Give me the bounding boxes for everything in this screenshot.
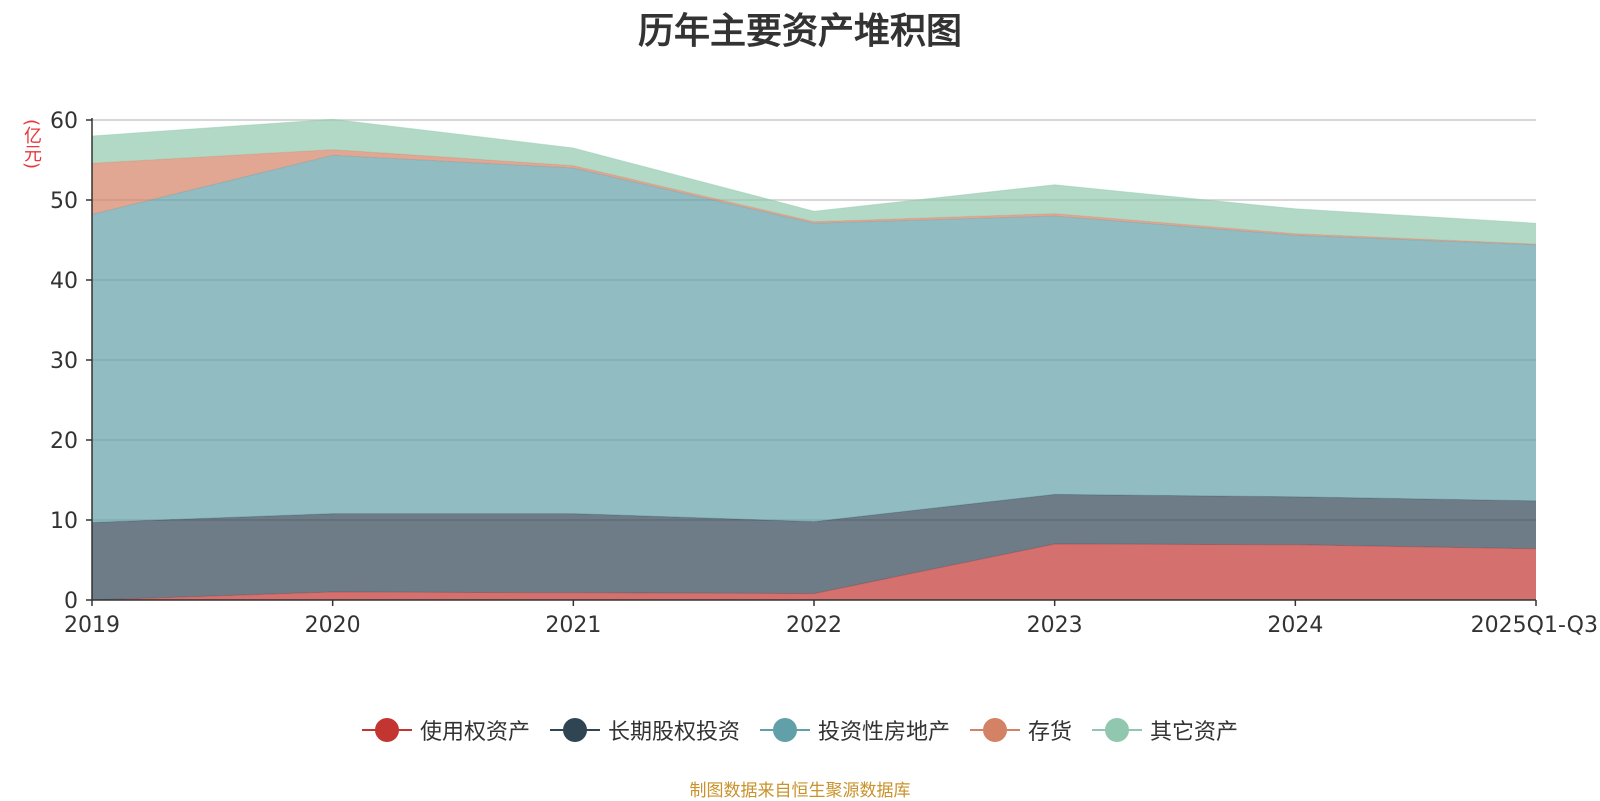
x-tick-label: 2023 <box>1027 613 1083 638</box>
legend-item-2[interactable]: 长期股权投资 <box>549 714 740 746</box>
series-line-5 <box>91 118 1537 224</box>
y-tick-label: 50 <box>50 189 78 214</box>
y-tick-label: 10 <box>50 509 78 534</box>
y-tick-label: 60 <box>50 109 78 134</box>
legend-label: 存货 <box>1028 720 1073 745</box>
x-tick-label: 2024 <box>1267 613 1323 638</box>
legend-label: 投资性房地产 <box>817 720 950 745</box>
series-area-3[interactable] <box>92 155 1536 523</box>
legend-label: 长期股权投资 <box>607 720 740 745</box>
legend-marker-icon <box>759 718 810 742</box>
legend-item-5[interactable]: 其它资产 <box>1092 714 1238 746</box>
legend-label: 其它资产 <box>1150 720 1239 745</box>
series-area-2[interactable] <box>92 494 1536 600</box>
legend-marker-icon <box>549 718 600 742</box>
legend: 使用权资产 长期股权投资 投资性房地产 存货 其它资产 <box>0 712 1600 748</box>
chart-title: 历年主要资产堆积图 <box>637 11 962 52</box>
y-tick-label: 30 <box>50 349 78 374</box>
series-area-4[interactable] <box>92 149 1536 245</box>
legend-marker-icon <box>361 718 412 742</box>
tick-labels: 0 10 20 30 40 50 60 2019 2020 2021 2022 2023 2024 202… <box>50 109 1598 638</box>
x-tick-label: 2025Q1-Q3 <box>1471 613 1598 638</box>
legend-marker-icon <box>1092 718 1143 742</box>
legend-item-4[interactable]: 存货 <box>970 714 1072 746</box>
x-tick-label: 2022 <box>786 613 842 638</box>
y-tick-label: 40 <box>50 269 78 294</box>
series-area-1[interactable] <box>92 544 1536 600</box>
y-tick-label: 20 <box>50 429 78 454</box>
source-note: 制图数据来自恒生聚源数据库 <box>689 781 911 801</box>
y-tick-label: 0 <box>64 589 78 614</box>
legend-label: 使用权资产 <box>419 720 530 745</box>
legend-item-3[interactable]: 投资性房地产 <box>759 714 950 746</box>
series-areas <box>91 118 1537 601</box>
legend-item-1[interactable]: 使用权资产 <box>361 714 530 746</box>
x-tick-label: 2021 <box>545 613 601 638</box>
legend-marker-icon <box>970 718 1020 742</box>
series-area-5[interactable] <box>92 119 1536 244</box>
x-tick-label: 2020 <box>305 613 361 638</box>
x-tick-label: 2019 <box>64 613 120 638</box>
y-axis-unit-label: (亿元) <box>21 118 42 170</box>
axes <box>86 118 1537 606</box>
